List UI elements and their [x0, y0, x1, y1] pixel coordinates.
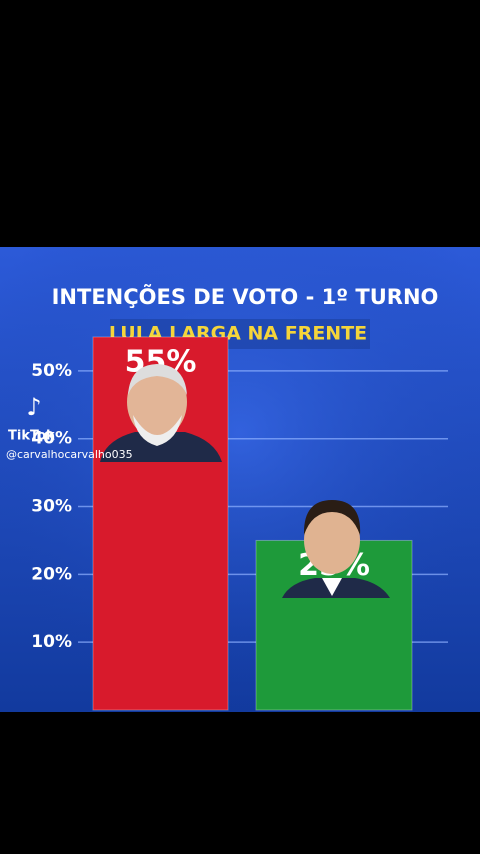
watermark: ♪ TikTok @carvalhocarvalho035: [6, 393, 133, 461]
y-tick-label: 50%: [31, 361, 72, 381]
y-tick-label: 30%: [31, 497, 72, 517]
watermark-brand: TikTok: [8, 429, 55, 444]
tiktok-logo: ♪: [26, 393, 41, 421]
watermark-handle: @carvalhocarvalho035: [6, 448, 133, 461]
portrait-left: [100, 364, 222, 462]
chart-title: INTENÇÕES DE VOTO - 1º TURNO: [52, 284, 439, 309]
y-tick-label: 40%: [31, 429, 72, 449]
y-tick-label: 10%: [31, 632, 72, 652]
y-tick-label: 20%: [31, 564, 72, 584]
portrait-right: [282, 500, 390, 598]
